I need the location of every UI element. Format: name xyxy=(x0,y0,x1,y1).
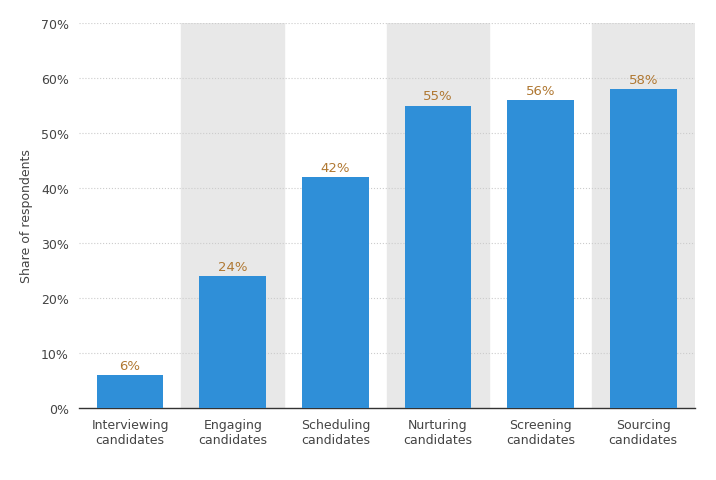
Bar xyxy=(610,90,677,408)
Text: 24%: 24% xyxy=(218,260,248,273)
Bar xyxy=(181,24,284,408)
Bar xyxy=(507,101,574,408)
Text: 58%: 58% xyxy=(629,73,658,86)
Bar xyxy=(302,178,369,408)
Bar xyxy=(97,375,163,408)
Bar xyxy=(405,106,471,408)
Bar xyxy=(592,24,695,408)
Text: 42%: 42% xyxy=(321,161,350,174)
Bar xyxy=(387,24,489,408)
Y-axis label: Share of respondents: Share of respondents xyxy=(20,149,33,283)
Text: 6%: 6% xyxy=(120,359,140,372)
Text: 56%: 56% xyxy=(526,84,556,97)
Text: 55%: 55% xyxy=(423,90,453,103)
Bar xyxy=(199,276,266,408)
